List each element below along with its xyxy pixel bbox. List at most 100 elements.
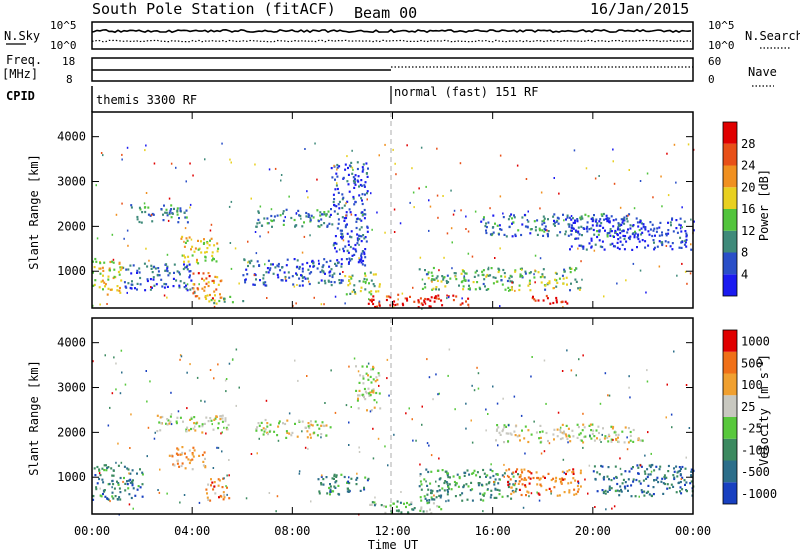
scatter-cell (565, 424, 568, 427)
scatter-cell (320, 279, 323, 282)
scatter-cell (231, 358, 234, 361)
scatter-cell (652, 196, 654, 199)
scatter-cell (542, 475, 545, 478)
scatter-cell (208, 300, 211, 303)
scatter-cell (347, 240, 350, 243)
scatter-cell (524, 225, 527, 228)
scatter-cell (336, 259, 339, 262)
scatter-cell (579, 432, 582, 435)
scatter-cell (156, 273, 159, 277)
scatter-cell (175, 166, 177, 169)
scatter-cell (612, 148, 614, 151)
scatter-cell (603, 248, 606, 251)
scatter-cell (513, 430, 516, 433)
scatter-cell (112, 469, 115, 472)
scatter-cell (318, 492, 321, 495)
scatter-cell (423, 495, 426, 498)
scatter-cell (217, 283, 220, 286)
scatter-cell (209, 293, 211, 297)
scatter-cell (465, 228, 467, 230)
scatter-cell (93, 467, 96, 470)
scatter-cell (524, 425, 527, 428)
colorbar-tick-label: 16 (741, 202, 755, 216)
scatter-cell (338, 248, 341, 251)
scatter-cell (338, 493, 341, 496)
scatter-cell (99, 267, 102, 270)
scatter-cell (606, 232, 609, 235)
scatter-cell (594, 177, 597, 180)
scatter-cell (98, 267, 101, 270)
scatter-cell (175, 279, 178, 282)
scatter-cell (103, 464, 106, 467)
scatter-cell (641, 239, 644, 242)
scatter-cell (273, 215, 276, 218)
scatter-cell (514, 233, 517, 236)
scatter-cell (502, 216, 505, 219)
scatter-cell (443, 489, 446, 492)
scatter-cell (500, 275, 503, 278)
scatter-cell (122, 480, 124, 483)
scatter-cell (204, 465, 207, 468)
scatter-cell (101, 266, 104, 269)
scatter-cell (378, 374, 381, 377)
scatter-cell (504, 288, 507, 291)
scatter-cell (210, 478, 212, 481)
freq-unit-label: [MHz] (2, 67, 38, 81)
scatter-cell (118, 262, 121, 265)
scatter-cell (179, 207, 182, 210)
scatter-cell (542, 215, 545, 218)
scatter-cell (568, 469, 571, 472)
velocity-y-label: Slant Range [km] (27, 360, 41, 476)
scatter-cell (357, 234, 360, 237)
scatter-cell (606, 490, 609, 493)
scatter-cell (167, 274, 170, 277)
scatter-cell (525, 178, 528, 180)
scatter-cell (635, 217, 638, 220)
scatter-cell (185, 209, 188, 212)
scatter-cell (127, 282, 130, 285)
scatter-cell (358, 394, 361, 397)
scatter-cell (406, 299, 409, 302)
scatter-cell (614, 245, 616, 248)
scatter-cell (474, 288, 477, 291)
scatter-cell (550, 478, 553, 482)
scatter-cell (613, 431, 616, 434)
scatter-cell (636, 464, 639, 467)
scatter-cell (676, 274, 678, 277)
scatter-cell (223, 496, 226, 499)
scatter-cell (364, 282, 367, 285)
scatter-cell (658, 240, 661, 243)
scatter-cell (229, 242, 232, 244)
scatter-cell (266, 425, 269, 428)
scatter-cell (244, 278, 247, 281)
scatter-cell (340, 258, 343, 261)
scatter-cell (358, 194, 361, 197)
scatter-cell (308, 426, 311, 430)
scatter-cell (508, 468, 511, 471)
scatter-cell (468, 287, 471, 290)
scatter-cell (276, 264, 279, 267)
scatter-cell (672, 485, 675, 488)
scatter-cell (364, 248, 367, 251)
scatter-cell (144, 210, 147, 214)
scatter-cell (596, 235, 599, 239)
scatter-cell (298, 277, 301, 280)
scatter-cell (513, 484, 516, 487)
scatter-cell (559, 437, 562, 441)
scatter-cell (284, 275, 287, 279)
scatter-cell (420, 506, 423, 509)
scatter-cell (542, 299, 545, 302)
scatter-cell (596, 437, 598, 440)
scatter-cell (166, 214, 169, 217)
scatter-cell (328, 486, 331, 490)
scatter-cell (147, 426, 150, 429)
scatter-cell (165, 211, 168, 214)
scatter-cell (455, 295, 458, 298)
scatter-cell (431, 280, 433, 283)
scatter-cell (226, 486, 228, 489)
scatter-cell (651, 494, 653, 498)
scatter-cell (295, 272, 297, 275)
scatter-cell (579, 286, 582, 289)
scatter-cell (372, 302, 375, 306)
scatter-cell (596, 471, 599, 474)
